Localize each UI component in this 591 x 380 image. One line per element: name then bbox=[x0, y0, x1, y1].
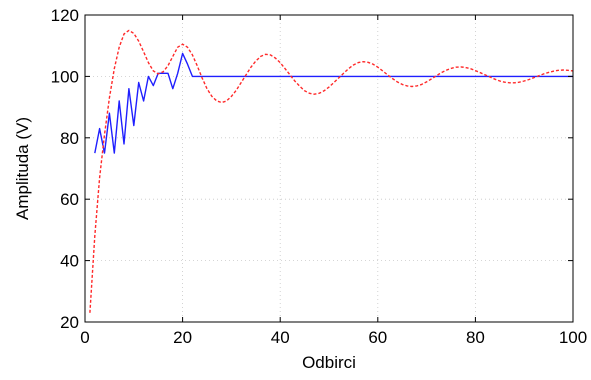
y-tick-label: 60 bbox=[60, 190, 79, 209]
y-tick-label: 80 bbox=[60, 129, 79, 148]
y-axis-label: Amplituda (V) bbox=[13, 117, 32, 220]
y-tick-label: 20 bbox=[60, 313, 79, 332]
x-tick-label: 0 bbox=[80, 328, 89, 347]
grid bbox=[85, 15, 573, 322]
x-tick-label: 100 bbox=[559, 328, 587, 347]
x-tick-label: 20 bbox=[173, 328, 192, 347]
x-tick-label: 40 bbox=[271, 328, 290, 347]
plot-frame bbox=[84, 14, 574, 323]
x-tick-label: 60 bbox=[368, 328, 387, 347]
y-tick-label: 100 bbox=[51, 67, 79, 86]
series-line-2 bbox=[89, 29, 574, 313]
y-tick-label: 120 bbox=[51, 6, 79, 25]
series-line-1 bbox=[94, 52, 573, 154]
y-tick-label: 40 bbox=[60, 252, 79, 271]
x-axis-label: Odbirci bbox=[302, 353, 356, 372]
series-layer bbox=[89, 29, 574, 313]
x-tick-label: 80 bbox=[466, 328, 485, 347]
